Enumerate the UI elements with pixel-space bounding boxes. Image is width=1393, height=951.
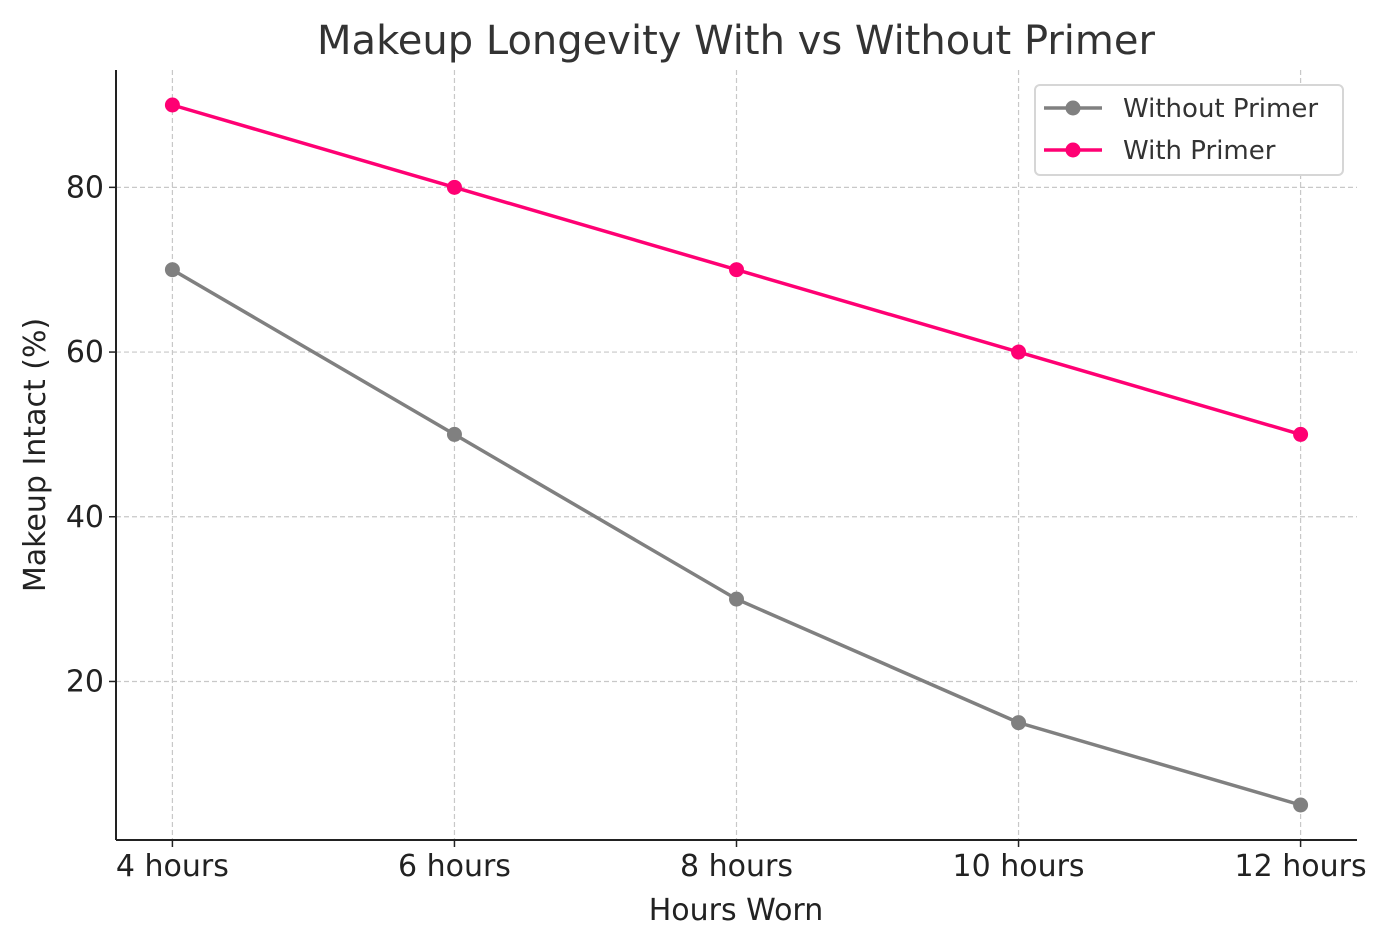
chart-title: Makeup Longevity With vs Without Primer	[317, 18, 1155, 64]
data-point	[446, 426, 462, 442]
x-tick-label: 12 hours	[1235, 849, 1367, 884]
legend-label: Without Primer	[1123, 94, 1318, 124]
series-group	[164, 97, 1309, 813]
x-axis-label: Hours Worn	[649, 893, 824, 928]
legend-marker	[1065, 100, 1081, 116]
legend-marker	[1065, 142, 1081, 158]
data-point	[446, 179, 462, 195]
y-tick-label: 40	[66, 500, 104, 535]
data-point	[164, 97, 180, 113]
y-axis-label: Makeup Intact (%)	[18, 318, 53, 592]
data-point	[1011, 715, 1027, 731]
tick-labels: 4 hours 6 hours 8 hours 10 hours 12 hours 20 4…	[66, 170, 1367, 884]
axes	[109, 70, 1357, 847]
grid	[116, 70, 1357, 840]
y-tick-label: 20	[66, 664, 104, 699]
data-point	[1293, 797, 1309, 813]
legend-label: With Primer	[1123, 136, 1276, 166]
data-point	[729, 591, 744, 607]
data-point	[164, 262, 180, 278]
data-point	[1293, 426, 1309, 442]
data-point	[1011, 344, 1027, 360]
x-tick-label: 10 hours	[953, 849, 1085, 884]
y-tick-label: 60	[66, 335, 104, 370]
legend: Without Primer With Primer	[1034, 84, 1344, 176]
x-tick-label: 4 hours	[116, 849, 229, 884]
y-tick-label: 80	[66, 170, 104, 205]
legend-box	[1034, 84, 1344, 176]
x-tick-label: 8 hours	[680, 849, 793, 884]
data-point	[729, 262, 744, 278]
x-tick-label: 6 hours	[398, 849, 511, 884]
